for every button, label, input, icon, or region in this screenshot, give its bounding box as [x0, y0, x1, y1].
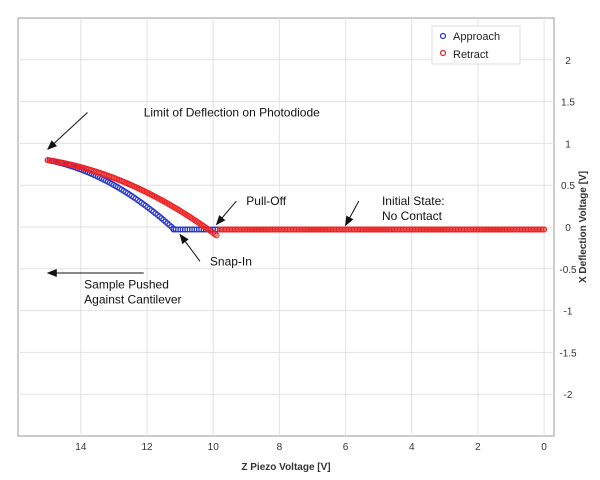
y-tick-label: -1 — [564, 307, 573, 318]
grid-lines — [18, 18, 554, 436]
annotations: Limit of Deflection on Photodiode Pull-Of… — [46, 105, 445, 307]
y-axis-title: X Deflection Voltage [V] — [578, 171, 589, 283]
x-axis-title: Z Piezo Voltage [V] — [241, 462, 330, 473]
annotation-text: Snap-In — [210, 254, 252, 268]
annotation-text: No Contact — [382, 209, 443, 223]
annotation-arrow — [345, 200, 360, 227]
y-tick-label: 1.5 — [561, 98, 575, 109]
y-tick-label: 0.5 — [561, 181, 575, 192]
y-tick-label: -2 — [564, 390, 573, 401]
data-point-retract — [213, 232, 220, 239]
annotation-text: Pull-Off — [246, 194, 286, 208]
tick-labels: 14 12 10 8 6 4 2 0 2 1.5 1 0.5 0 -0.5 -1 -1.5 -2 — [75, 56, 577, 453]
y-tick-label: 2 — [565, 56, 571, 67]
annotation-limit: Limit of Deflection on Photodiode — [47, 105, 320, 150]
x-tick-label: 8 — [277, 442, 283, 453]
x-tick-label: 0 — [541, 442, 547, 453]
annotation-arrow — [215, 200, 237, 226]
annotation-arrow — [47, 112, 88, 150]
y-tick-label: 0 — [565, 223, 571, 234]
y-tick-label: 1 — [565, 139, 571, 150]
legend-label-approach: Approach — [453, 31, 500, 43]
x-tick-label: 12 — [141, 442, 153, 453]
x-tick-label: 2 — [475, 442, 481, 453]
legend-marker-approach — [439, 32, 447, 40]
data-series — [44, 157, 548, 239]
annotation-text: Limit of Deflection on Photodiode — [144, 105, 320, 119]
x-tick-label: 6 — [343, 442, 349, 453]
series-retract — [44, 157, 548, 239]
legend-marker-retract — [439, 49, 447, 57]
annotation-initial: Initial State:No Contact — [345, 194, 445, 227]
data-point-retract — [541, 226, 548, 233]
annotation-text: Against Cantilever — [84, 293, 181, 307]
annotation-text: Sample Pushed — [84, 278, 169, 292]
x-tick-label: 4 — [409, 442, 415, 453]
annotation-text: Initial State: — [382, 194, 445, 208]
x-tick-label: 10 — [208, 442, 220, 453]
legend-box — [431, 25, 521, 65]
y-tick-label: -0.5 — [559, 265, 577, 276]
x-tick-label: 14 — [75, 442, 87, 453]
y-tick-label: -1.5 — [559, 348, 577, 359]
annotation-snapin: Snap-In — [179, 233, 252, 268]
legend: Approach Retract — [431, 25, 521, 65]
annotation-arrow — [179, 233, 201, 262]
legend-label-retract: Retract — [453, 49, 488, 61]
annotation-pulloff: Pull-Off — [215, 194, 287, 226]
